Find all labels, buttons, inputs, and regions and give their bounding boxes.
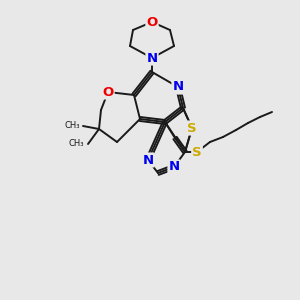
Text: CH₃: CH₃ [64, 121, 80, 130]
Text: N: N [168, 160, 180, 173]
Text: N: N [146, 52, 158, 64]
Text: N: N [142, 154, 154, 166]
Text: CH₃: CH₃ [68, 140, 84, 148]
Text: O: O [102, 85, 114, 98]
Text: S: S [187, 122, 197, 134]
Text: N: N [172, 80, 184, 94]
Text: —: — [69, 121, 79, 131]
Text: O: O [146, 16, 158, 28]
Text: S: S [192, 146, 202, 158]
